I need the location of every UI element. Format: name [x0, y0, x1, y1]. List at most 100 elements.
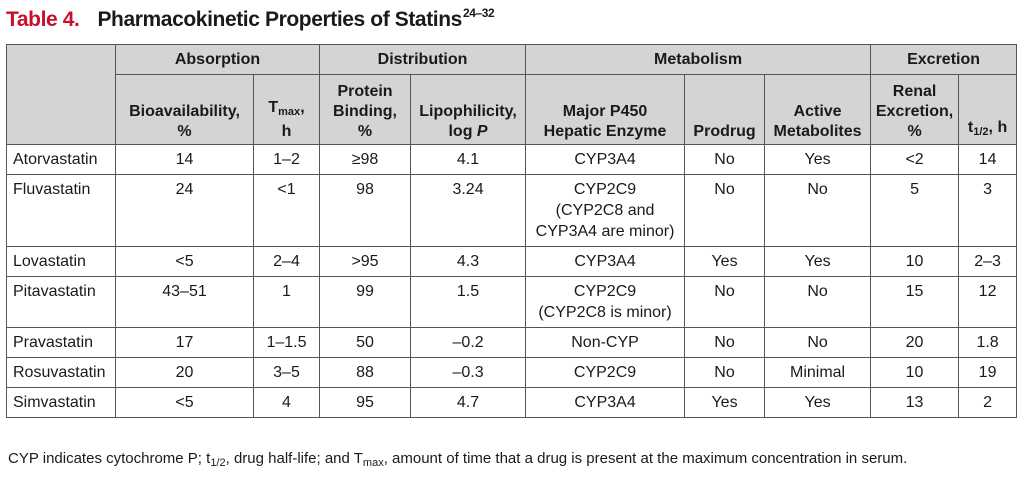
col-protein-binding: Protein Binding, %: [319, 74, 412, 145]
cell-bioavailability: 24: [115, 174, 254, 247]
col-renal-excretion: Renal Excretion, %: [870, 74, 960, 145]
cell-bioavailability: 20: [115, 357, 254, 388]
table-wrapper: Absorption Distribution Metabolism Excre…: [6, 44, 1018, 418]
cell-bioavailability: 43–51: [115, 276, 254, 328]
cell-tmax: 1–1.5: [252, 327, 321, 358]
col-half-t: t: [967, 119, 974, 136]
cell-drug: Simvastatin: [6, 387, 116, 418]
col-active-metabolites: Active Metabolites: [764, 74, 872, 145]
cell-protein-binding: 98: [319, 174, 412, 247]
col-lipophilicity-line2: log P: [415, 122, 521, 142]
cell-tmax: <1: [252, 174, 321, 247]
cell-prodrug: Yes: [684, 246, 766, 277]
group-header-row: Absorption Distribution Metabolism Excre…: [6, 44, 1018, 145]
group-excretion: Excretion: [870, 44, 1018, 75]
col-lipophilicity-line1: Lipophilicity,: [419, 103, 517, 120]
cell-drug: Pitavastatin: [6, 276, 116, 328]
cell-lipophilicity: 4.1: [410, 144, 527, 175]
cell-p450-line: (CYP2C8 and: [555, 202, 655, 219]
cell-prodrug: No: [684, 144, 766, 175]
cell-tmax: 2–4: [252, 246, 321, 277]
footnote-sub2: max: [362, 457, 384, 469]
col-tmax-line1: Tmax,: [258, 98, 315, 122]
table-title-text: Pharmacokinetic Properties of Statins: [97, 8, 462, 31]
cell-drug: Rosuvastatin: [6, 357, 116, 388]
title-references: 24–32: [462, 6, 495, 20]
cell-renal-excretion: 13: [870, 387, 960, 418]
cell-protein-binding: ≥98: [319, 144, 412, 175]
col-bioavailability-line1: Bioavailability,: [129, 103, 240, 120]
cell-tmax: 3–5: [252, 357, 321, 388]
col-tmax-sub: max: [278, 106, 301, 118]
cell-lipophilicity: 4.3: [410, 246, 527, 277]
cell-p450-line: CYP2C9: [573, 364, 637, 381]
cell-p450-line: Non-CYP: [571, 334, 639, 351]
col-protein-line1: Protein: [337, 83, 393, 100]
cell-active-metabolites: No: [764, 174, 872, 247]
cell-protein-binding: >95: [319, 246, 412, 277]
table-row: Simvastatin <5 4 95 4.7 CYP3A4 Yes Yes 13 2: [6, 387, 1018, 418]
cell-p450-line: CYP2C9: [573, 283, 637, 300]
cell-prodrug: Yes: [684, 387, 766, 418]
cell-bioavailability: 17: [115, 327, 254, 358]
col-lipophilicity-log: log: [448, 123, 477, 140]
cell-tmax: 4: [252, 387, 321, 418]
group-metabolism: Metabolism: [525, 44, 872, 75]
table-footnote: CYP indicates cytochrome P; t1/2, drug h…: [8, 450, 907, 469]
cell-p450: CYP2C9: [525, 357, 686, 388]
cell-prodrug: No: [684, 174, 766, 247]
col-p450: Major P450 Hepatic Enzyme: [525, 74, 686, 145]
col-tmax-t: T: [268, 99, 279, 116]
cell-p450: Non-CYP: [525, 327, 686, 358]
cell-protein-binding: 99: [319, 276, 412, 328]
table-row: Pitavastatin 43–51 1 99 1.5 CYP2C9 (CYP2C8 is …: [6, 276, 1018, 328]
cell-active-metabolites: Yes: [764, 387, 872, 418]
col-lipophilicity: Lipophilicity, log P: [410, 74, 527, 145]
cell-p450-line: CYP3A4 are minor): [535, 223, 675, 240]
cell-active-metabolites: Minimal: [764, 357, 872, 388]
cell-renal-excretion: <2: [870, 144, 960, 175]
col-lipophilicity-p: P: [476, 123, 488, 140]
cell-half-life: 1.8: [958, 327, 1018, 358]
cell-lipophilicity: 3.24: [410, 174, 527, 247]
cell-p450: CYP3A4: [525, 144, 686, 175]
footnote-part3: , amount of time that a drug is present …: [383, 450, 908, 467]
group-distribution: Distribution: [319, 44, 527, 75]
col-prodrug: Prodrug: [684, 74, 766, 145]
col-half-life: t1/2, h: [958, 74, 1018, 145]
cell-drug: Pravastatin: [6, 327, 116, 358]
col-renal-line2: Excretion,: [875, 103, 954, 120]
cell-tmax: 1–2: [252, 144, 321, 175]
col-active-line2: Metabolites: [773, 123, 862, 140]
cell-half-life: 19: [958, 357, 1018, 388]
cell-renal-excretion: 5: [870, 174, 960, 247]
footnote-part2: , drug half-life; and T: [225, 450, 363, 467]
cell-p450-line: CYP3A4: [574, 394, 636, 411]
cell-p450-line: CYP3A4: [574, 151, 636, 168]
table-number: Table 4.: [6, 8, 80, 31]
cell-bioavailability: <5: [115, 246, 254, 277]
col-renal-line3: %: [907, 123, 922, 140]
cell-half-life: 3: [958, 174, 1018, 247]
table-row: Pravastatin 17 1–1.5 50 –0.2 Non-CYP No No 20 1.8: [6, 327, 1018, 358]
col-half-sub: 1/2: [973, 126, 989, 138]
cell-protein-binding: 50: [319, 327, 412, 358]
cell-bioavailability: <5: [115, 387, 254, 418]
cell-prodrug: No: [684, 327, 766, 358]
col-tmax-comma: ,: [300, 99, 305, 116]
cell-renal-excretion: 15: [870, 276, 960, 328]
cell-p450: CYP3A4: [525, 387, 686, 418]
table-title: Table 4. Pharmacokinetic Properties of St…: [6, 6, 495, 36]
col-renal-line1: Renal: [892, 83, 937, 100]
table-body: Atorvastatin 14 1–2 ≥98 4.1 CYP3A4 No Yes <2 14 Fl…: [6, 144, 1018, 418]
cell-half-life: 2: [958, 387, 1018, 418]
table-row: Atorvastatin 14 1–2 ≥98 4.1 CYP3A4 No Yes <2 14: [6, 144, 1018, 175]
col-half-unit: , h: [988, 119, 1008, 136]
cell-renal-excretion: 20: [870, 327, 960, 358]
col-protein-line2: Binding,: [333, 103, 397, 120]
cell-prodrug: No: [684, 276, 766, 328]
footnote-sub1: 1/2: [210, 457, 226, 469]
cell-renal-excretion: 10: [870, 246, 960, 277]
cell-drug: Lovastatin: [6, 246, 116, 277]
pk-table: Absorption Distribution Metabolism Excre…: [6, 44, 1018, 418]
